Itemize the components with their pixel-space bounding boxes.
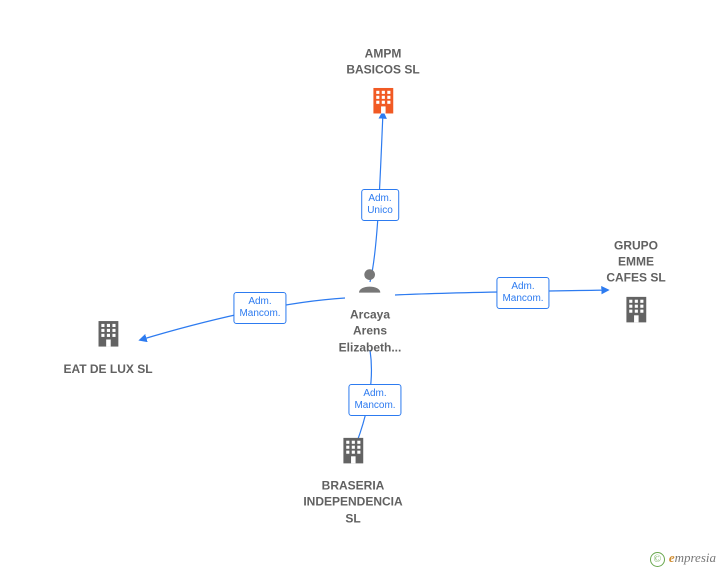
node-bottom: BRASERIAINDEPENDENCIASL <box>303 434 402 527</box>
edge-bottom <box>353 350 371 452</box>
copyright-icon: © <box>650 552 665 567</box>
building-icon <box>619 292 653 326</box>
watermark: © empresia <box>650 550 716 567</box>
node-label: GRUPOEMMECAFES SL <box>606 238 665 287</box>
person-icon <box>354 265 386 297</box>
node-left: EAT DE LUX SL <box>63 317 152 377</box>
node-label: ArcayaArensElizabeth... <box>339 307 402 356</box>
edge-label-top: Adm.Unico <box>361 189 399 221</box>
node-top: AMPMBASICOS SL <box>346 42 419 123</box>
node-label: EAT DE LUX SL <box>63 361 152 377</box>
building-icon <box>366 84 400 118</box>
node-right: GRUPOEMMECAFES SL <box>606 234 665 331</box>
diagram-canvas: © empresia ArcayaArensElizabeth... AMPMBAS… <box>0 0 728 575</box>
watermark-rest: mpresia <box>675 550 716 565</box>
watermark-text: empresia <box>669 550 716 565</box>
edge-right <box>395 290 608 295</box>
edge-label-right: Adm.Mancom. <box>496 277 549 309</box>
node-center: ArcayaArensElizabeth... <box>339 265 402 356</box>
edge-top <box>370 112 383 282</box>
edge-left <box>140 298 345 340</box>
edge-label-bottom: Adm.Mancom. <box>348 384 401 416</box>
node-label: BRASERIAINDEPENDENCIASL <box>303 478 402 527</box>
node-label: AMPMBASICOS SL <box>346 46 419 78</box>
edges-layer <box>0 0 728 575</box>
building-icon <box>336 434 370 468</box>
edge-label-left: Adm.Mancom. <box>233 292 286 324</box>
building-icon <box>91 317 125 351</box>
